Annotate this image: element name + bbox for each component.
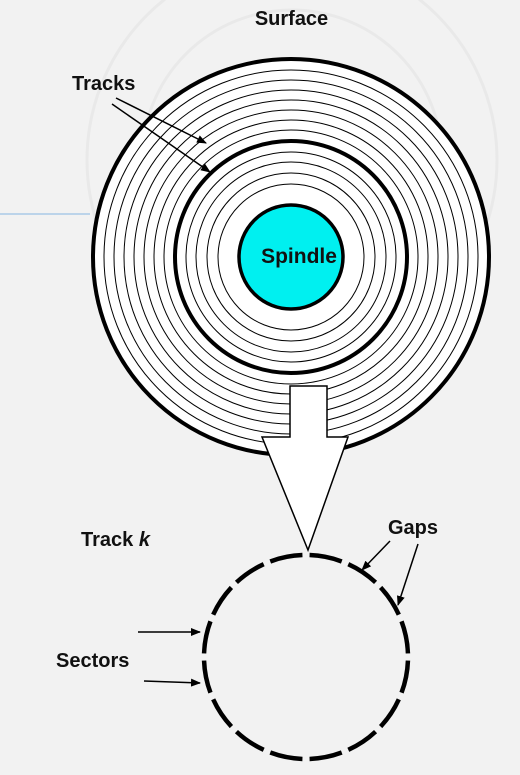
zoom-arrow xyxy=(260,385,350,553)
track-ring xyxy=(206,172,376,342)
track-k-variable: k xyxy=(138,529,150,551)
sector xyxy=(309,750,343,762)
sector xyxy=(269,552,303,564)
sectors-label: Sectors xyxy=(56,650,130,672)
sector xyxy=(234,729,265,752)
sector xyxy=(347,562,378,585)
sector xyxy=(201,660,213,694)
gaps-arrow-1 xyxy=(361,540,391,571)
track-k-label: Track k xyxy=(81,529,150,552)
gaps-arrow-2 xyxy=(397,543,419,606)
sectors-arrow-2 xyxy=(143,678,201,687)
sector xyxy=(269,750,303,762)
tracks-arrow-outer xyxy=(115,97,207,144)
tracks-arrow-inner xyxy=(111,103,211,173)
sector xyxy=(309,552,343,564)
gaps-label: Gaps xyxy=(388,517,439,539)
sector xyxy=(378,585,401,616)
track-ring xyxy=(185,151,397,363)
tracks-label: Tracks xyxy=(72,73,136,95)
sector xyxy=(211,585,234,616)
track-ring xyxy=(163,129,419,385)
sector xyxy=(234,562,265,585)
sector xyxy=(201,620,213,654)
sector xyxy=(211,698,234,729)
track-ring xyxy=(217,183,365,331)
spindle-label: Spindle xyxy=(261,245,337,268)
spindle xyxy=(237,203,345,311)
sector xyxy=(399,620,411,654)
surface-label: Surface xyxy=(254,8,329,30)
sector xyxy=(399,660,411,694)
sector xyxy=(378,698,401,729)
track-k-prefix: Track xyxy=(81,529,139,551)
highlighted-track xyxy=(173,139,409,375)
track-ring xyxy=(195,161,387,353)
sector-ring xyxy=(201,552,411,762)
sector xyxy=(347,729,378,752)
